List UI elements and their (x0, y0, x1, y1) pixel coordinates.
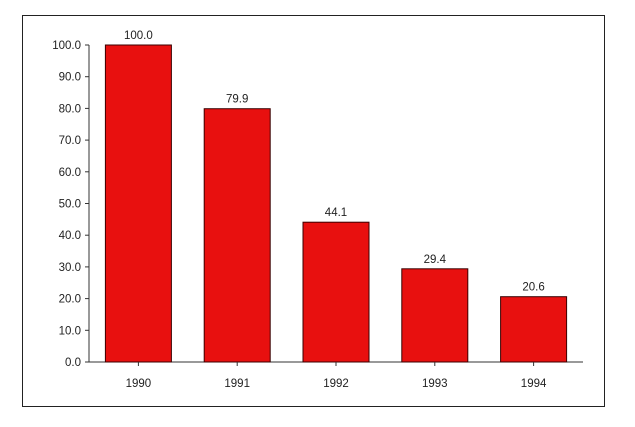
x-tick-label-1991: 1991 (224, 378, 250, 390)
y-tick-label: 40.0 (59, 230, 81, 242)
y-tick-label: 70.0 (59, 135, 81, 147)
y-tick-label: 20.0 (59, 294, 81, 306)
value-label-1990: 100.0 (124, 30, 153, 42)
value-label-1992: 44.1 (325, 207, 347, 219)
x-tick-label-1990: 1990 (126, 378, 152, 390)
x-axis-labels: 1990 1991 1992 1993 1994 (126, 362, 547, 390)
bar-1991 (203, 108, 271, 363)
y-tick-label: 10.0 (59, 325, 81, 337)
value-label-1991: 79.9 (226, 94, 248, 106)
y-tick-label: 60.0 (59, 167, 81, 179)
y-tick-label: 90.0 (59, 72, 81, 84)
chart-frame: 0.0 10.0 20.0 30.0 40.0 50.0 60.0 70.0 80.0 90.0 1… (22, 15, 605, 407)
y-tick-label: 50.0 (59, 199, 81, 211)
y-tick-label: 30.0 (59, 262, 81, 274)
bar-chart: 0.0 10.0 20.0 30.0 40.0 50.0 60.0 70.0 80.0 90.0 1… (52, 30, 583, 390)
bar-1990 (104, 44, 172, 363)
bar-1993 (401, 268, 469, 363)
y-tick-label: 100.0 (52, 40, 81, 52)
x-tick-label-1994: 1994 (521, 378, 547, 390)
x-tick-label-1993: 1993 (422, 378, 448, 390)
y-tick-label: 80.0 (59, 103, 81, 115)
value-label-1993: 29.4 (424, 254, 447, 266)
y-axis-ticks: 0.0 10.0 20.0 30.0 40.0 50.0 60.0 70.0 80.0 90.0 1… (52, 40, 89, 369)
value-label-1994: 20.6 (522, 282, 544, 294)
bar-1994 (500, 296, 568, 363)
x-tick-label-1992: 1992 (323, 378, 349, 390)
y-tick-label: 0.0 (65, 357, 81, 369)
chart-bars (104, 44, 568, 363)
bar-1992 (302, 221, 370, 363)
value-labels: 100.0 79.9 44.1 29.4 20.6 (124, 30, 545, 294)
